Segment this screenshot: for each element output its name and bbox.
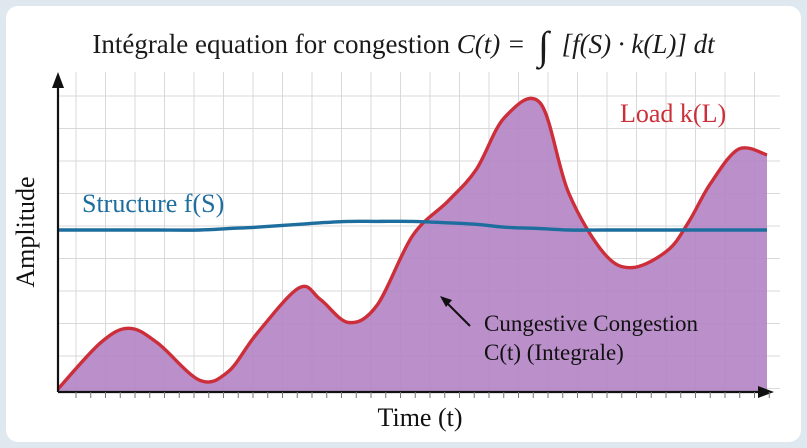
- series-line-load: [56, 96, 768, 391]
- title-formula-rhs: [f(S) · k(L)] dt: [561, 29, 715, 59]
- chart-title-text: Intégrale equation for congestion: [92, 29, 450, 59]
- y-axis-arrow-icon: [52, 72, 64, 88]
- structure-label: Structure f(S): [82, 189, 224, 218]
- x-axis-ticks: [75, 392, 770, 398]
- arrow-head-icon: [440, 296, 452, 307]
- load-label: Load k(L): [620, 99, 726, 128]
- y-axis-label: Amplitude: [11, 176, 40, 287]
- integral-area: [58, 98, 767, 392]
- axes: [52, 72, 774, 398]
- x-axis-label: Time (t): [378, 403, 463, 432]
- title-formula-lhs: C(t) =: [456, 29, 526, 59]
- area-label-line1: Cungestive Congestion: [484, 311, 699, 336]
- chart-title: Intégrale equation for congestion C(t) =…: [6, 16, 801, 68]
- series-line-structure: [57, 219, 767, 232]
- annotation-arrow-line: [445, 301, 471, 327]
- title-integral-sign: ∫: [537, 23, 549, 68]
- x-axis-arrow-icon: [758, 386, 774, 398]
- annotation-arrow: [440, 296, 471, 327]
- area-label-line2: C(t) (Integrale): [484, 340, 624, 365]
